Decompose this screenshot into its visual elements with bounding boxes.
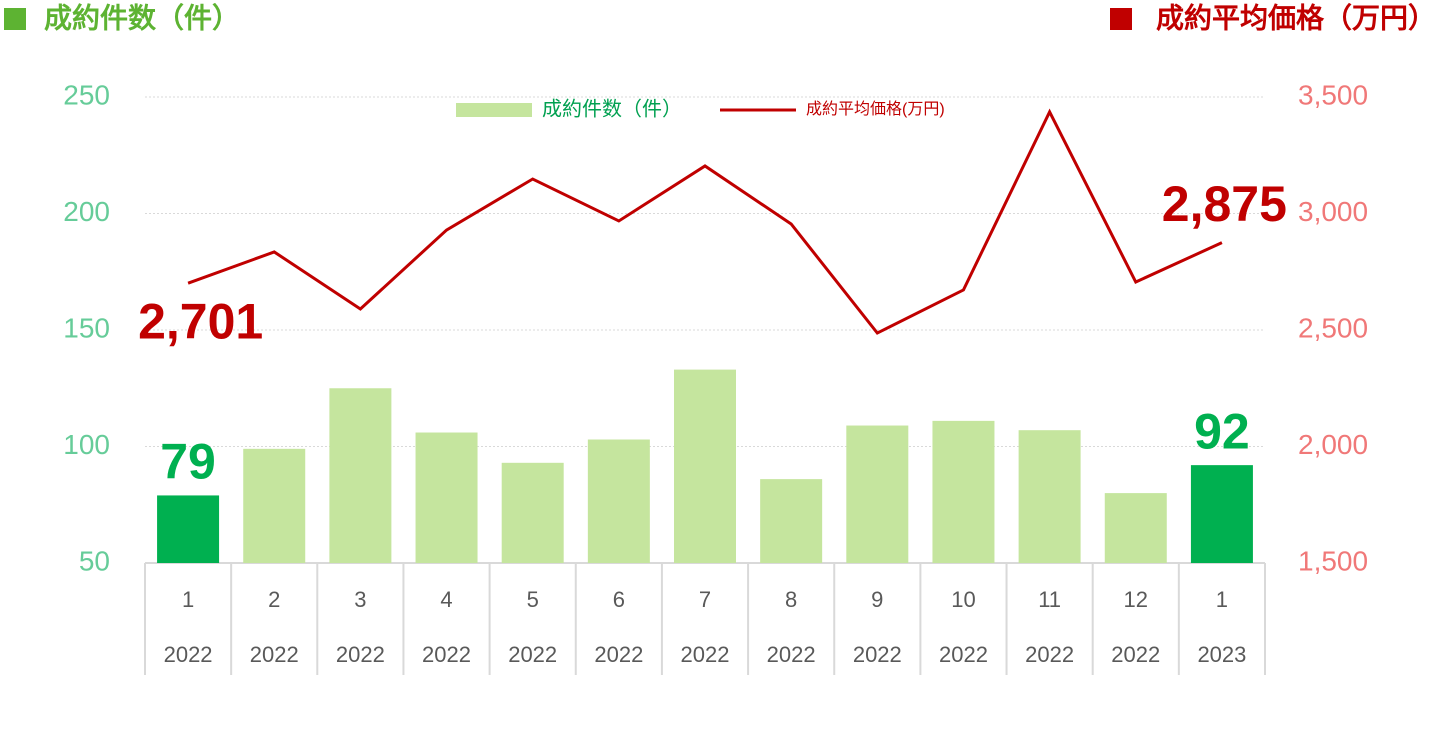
bar bbox=[1190, 465, 1253, 563]
left-title-marker bbox=[4, 8, 26, 30]
x-year-label: 2022 bbox=[508, 642, 557, 667]
bar bbox=[846, 425, 909, 563]
x-year-label: 2022 bbox=[250, 642, 299, 667]
x-tick-label: 10 bbox=[951, 587, 975, 612]
x-tick-label: 9 bbox=[871, 587, 883, 612]
bar-value-label: 79 bbox=[160, 434, 216, 490]
y-tick-label: 150 bbox=[63, 312, 110, 343]
bar bbox=[674, 369, 736, 563]
bar bbox=[243, 448, 306, 563]
bar bbox=[587, 439, 650, 563]
x-year-label: 2022 bbox=[1111, 642, 1160, 667]
left-axis-title: 成約件数（件） bbox=[44, 1, 240, 33]
y2-tick-label: 2,500 bbox=[1298, 312, 1368, 343]
right-axis-title: 成約平均価格（万円） bbox=[1156, 1, 1436, 33]
x-tick-label: 6 bbox=[613, 587, 625, 612]
x-tick-label: 2 bbox=[268, 587, 280, 612]
x-tick-label: 1 bbox=[1216, 587, 1228, 612]
bar bbox=[1104, 493, 1167, 563]
bar-value-label: 92 bbox=[1194, 403, 1250, 459]
x-year-label: 2022 bbox=[939, 642, 988, 667]
line-value-label: 2,875 bbox=[1162, 176, 1287, 232]
x-year-label: 2022 bbox=[681, 642, 730, 667]
x-tick-label: 5 bbox=[527, 587, 539, 612]
y-tick-label: 250 bbox=[63, 79, 110, 110]
x-tick-label: 7 bbox=[699, 587, 711, 612]
bar bbox=[932, 420, 995, 563]
y2-tick-label: 2,000 bbox=[1298, 429, 1368, 460]
x-tick-label: 1 bbox=[182, 587, 194, 612]
x-tick-label: 11 bbox=[1038, 587, 1061, 612]
x-tick-label: 4 bbox=[440, 587, 452, 612]
legend-label: 成約件数（件） bbox=[542, 97, 682, 120]
line bbox=[187, 108, 1223, 335]
bar bbox=[501, 462, 564, 563]
y-tick-label: 50 bbox=[79, 545, 110, 576]
line-value-label: 2,701 bbox=[138, 293, 263, 349]
x-tick-label: 8 bbox=[785, 587, 797, 612]
x-year-label: 2022 bbox=[336, 642, 385, 667]
x-tick-label: 12 bbox=[1124, 587, 1148, 612]
bar bbox=[157, 495, 220, 563]
x-year-label: 2023 bbox=[1197, 642, 1246, 667]
y2-tick-label: 3,000 bbox=[1298, 196, 1368, 227]
x-year-label: 2022 bbox=[164, 642, 213, 667]
x-year-label: 2022 bbox=[594, 642, 643, 667]
bar bbox=[415, 432, 478, 563]
y2-tick-label: 3,500 bbox=[1298, 79, 1368, 110]
x-year-label: 2022 bbox=[422, 642, 471, 667]
x-year-label: 2022 bbox=[767, 642, 816, 667]
x-year-label: 2022 bbox=[1025, 642, 1074, 667]
legend-label: 成約平均価格(万円) bbox=[806, 100, 945, 118]
bar bbox=[760, 479, 823, 563]
y-tick-label: 200 bbox=[63, 196, 110, 227]
right-title-marker bbox=[1110, 8, 1132, 30]
bar bbox=[329, 388, 392, 563]
y-tick-label: 100 bbox=[63, 429, 110, 460]
x-year-label: 2022 bbox=[853, 642, 902, 667]
y2-tick-label: 1,500 bbox=[1298, 545, 1368, 576]
legend-swatch bbox=[456, 103, 532, 117]
x-tick-label: 3 bbox=[354, 587, 366, 612]
bar bbox=[1018, 430, 1081, 563]
